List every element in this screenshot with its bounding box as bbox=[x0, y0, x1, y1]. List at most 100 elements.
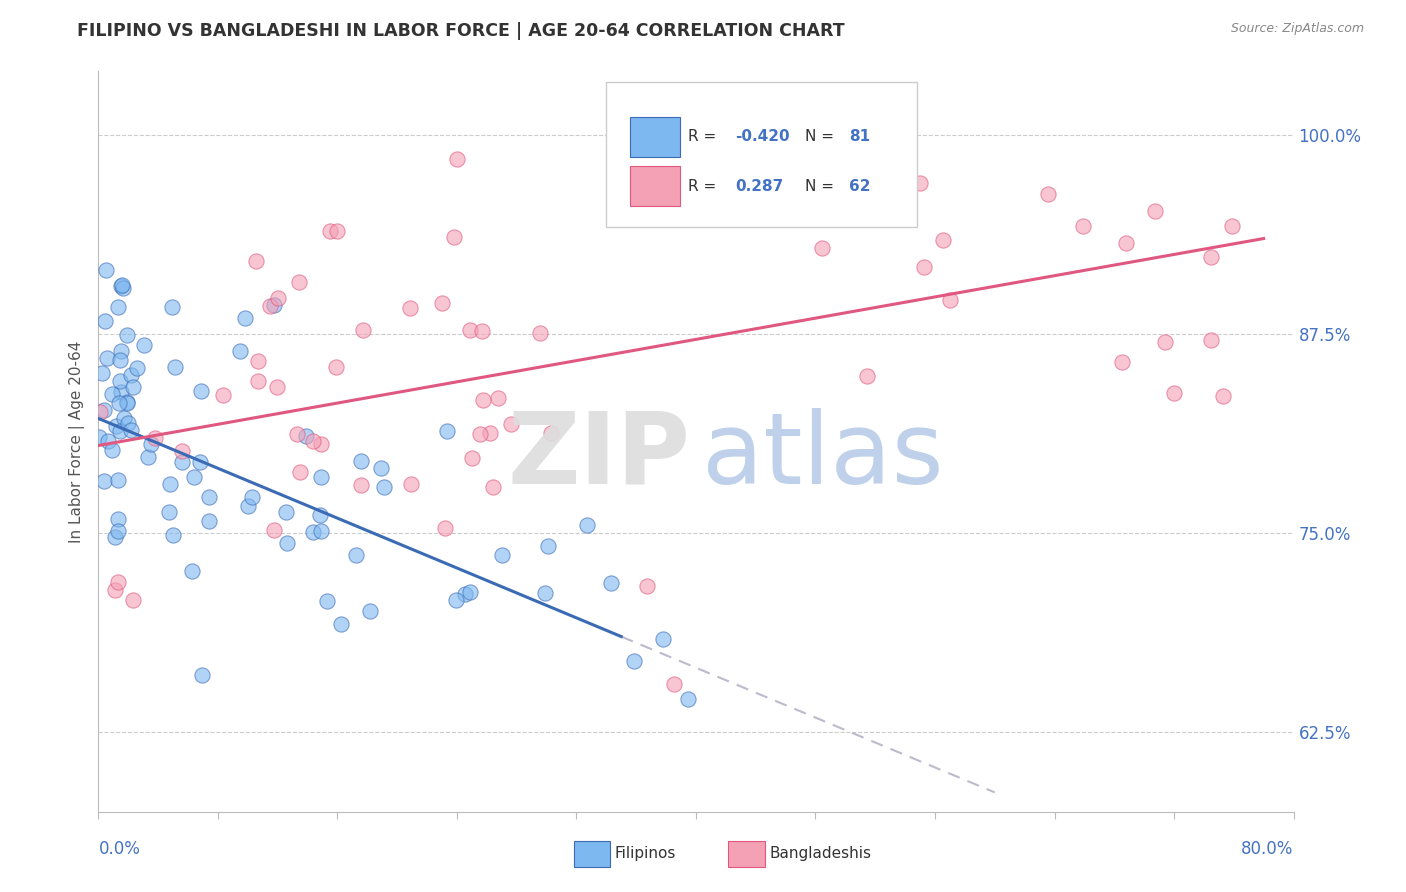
Point bbox=[575, 517, 598, 532]
Point bbox=[636, 579, 658, 593]
Point bbox=[453, 587, 475, 601]
Point bbox=[599, 575, 621, 590]
Point bbox=[97, 434, 120, 448]
Point bbox=[267, 292, 290, 306]
Point bbox=[811, 241, 834, 255]
Point bbox=[190, 668, 212, 682]
Point bbox=[259, 299, 281, 313]
Point bbox=[912, 260, 935, 275]
Point bbox=[110, 344, 132, 359]
Point bbox=[276, 536, 298, 550]
Text: 80.0%: 80.0% bbox=[1241, 840, 1294, 858]
Point bbox=[211, 388, 233, 402]
Point bbox=[100, 443, 122, 458]
Point bbox=[302, 434, 325, 448]
Point bbox=[1220, 219, 1243, 234]
Text: ZIP: ZIP bbox=[508, 408, 690, 505]
Point bbox=[89, 405, 111, 419]
Point bbox=[931, 233, 953, 247]
Text: Source: ZipAtlas.com: Source: ZipAtlas.com bbox=[1230, 22, 1364, 36]
Point bbox=[143, 432, 166, 446]
Point bbox=[1111, 355, 1133, 369]
Point bbox=[446, 152, 468, 166]
Point bbox=[87, 430, 110, 444]
Point bbox=[311, 437, 333, 451]
Point bbox=[120, 423, 142, 437]
Point bbox=[1115, 235, 1137, 250]
Point bbox=[288, 275, 311, 289]
Point bbox=[274, 505, 297, 519]
Text: Bangladeshis: Bangladeshis bbox=[769, 847, 872, 861]
FancyBboxPatch shape bbox=[630, 166, 681, 206]
Y-axis label: In Labor Force | Age 20-64: In Labor Force | Age 20-64 bbox=[69, 341, 84, 542]
Point bbox=[107, 301, 129, 315]
Point bbox=[633, 112, 655, 127]
Point bbox=[110, 424, 132, 438]
Point bbox=[359, 604, 381, 618]
Point bbox=[1199, 250, 1222, 264]
Point bbox=[183, 470, 205, 484]
Point bbox=[444, 593, 467, 607]
Point bbox=[240, 490, 263, 504]
Point bbox=[246, 353, 269, 368]
Point bbox=[352, 323, 374, 337]
Point bbox=[107, 524, 129, 538]
Point bbox=[319, 223, 342, 237]
Point bbox=[501, 417, 523, 431]
Text: FILIPINO VS BANGLADESHI IN LABOR FORCE | AGE 20-64 CORRELATION CHART: FILIPINO VS BANGLADESHI IN LABOR FORCE |… bbox=[77, 22, 845, 40]
Point bbox=[104, 583, 127, 598]
Point bbox=[165, 360, 187, 375]
Point bbox=[676, 692, 699, 706]
Point bbox=[1036, 186, 1059, 201]
Point bbox=[117, 416, 139, 430]
Point bbox=[443, 230, 465, 244]
Point bbox=[233, 310, 256, 325]
Text: R =: R = bbox=[688, 129, 721, 144]
Point bbox=[488, 392, 510, 406]
Text: N =: N = bbox=[804, 129, 838, 144]
Point bbox=[93, 403, 115, 417]
Point bbox=[938, 293, 960, 308]
Point bbox=[309, 524, 332, 539]
Point bbox=[115, 327, 138, 342]
Point bbox=[326, 223, 349, 237]
Point bbox=[134, 337, 156, 351]
Point bbox=[111, 281, 134, 295]
Text: -0.420: -0.420 bbox=[735, 129, 790, 144]
Point bbox=[294, 429, 316, 443]
FancyBboxPatch shape bbox=[606, 82, 917, 227]
Point bbox=[197, 490, 219, 504]
Point bbox=[430, 295, 453, 310]
Point bbox=[1212, 388, 1234, 402]
Point bbox=[110, 384, 132, 399]
Point bbox=[266, 380, 288, 394]
Point bbox=[162, 528, 184, 542]
Point bbox=[110, 279, 132, 293]
Point bbox=[245, 254, 267, 268]
Point bbox=[399, 301, 422, 316]
Point bbox=[472, 392, 495, 407]
Point bbox=[1154, 335, 1177, 350]
Point bbox=[537, 539, 560, 553]
Point bbox=[662, 677, 685, 691]
Point bbox=[908, 176, 931, 190]
Point bbox=[856, 369, 879, 384]
Text: 0.0%: 0.0% bbox=[98, 840, 141, 858]
Point bbox=[491, 548, 513, 562]
Point bbox=[94, 263, 117, 277]
Point bbox=[125, 360, 148, 375]
Point bbox=[471, 324, 494, 338]
Point bbox=[96, 351, 118, 365]
Text: Filipinos: Filipinos bbox=[614, 847, 676, 861]
Point bbox=[290, 465, 312, 479]
Point bbox=[651, 632, 673, 646]
Point bbox=[330, 617, 353, 632]
Point bbox=[190, 384, 212, 398]
Point bbox=[121, 593, 143, 607]
Point bbox=[534, 586, 557, 600]
Point bbox=[263, 298, 285, 312]
Point bbox=[108, 375, 131, 389]
Point bbox=[172, 443, 194, 458]
Point bbox=[107, 395, 129, 409]
Point bbox=[162, 300, 184, 314]
